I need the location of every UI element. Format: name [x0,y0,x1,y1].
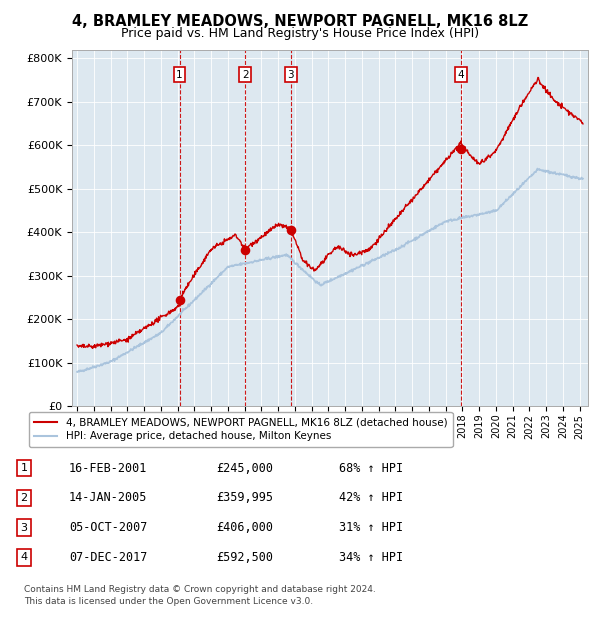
Text: 2: 2 [20,493,28,503]
Text: £359,995: £359,995 [216,492,273,504]
Legend: 4, BRAMLEY MEADOWS, NEWPORT PAGNELL, MK16 8LZ (detached house), HPI: Average pri: 4, BRAMLEY MEADOWS, NEWPORT PAGNELL, MK1… [29,412,452,446]
Point [175,294,184,304]
Text: 2: 2 [242,69,248,79]
Text: 16-FEB-2001: 16-FEB-2001 [69,462,148,474]
Text: This data is licensed under the Open Government Licence v3.0.: This data is licensed under the Open Gov… [24,597,313,606]
Text: 14-JAN-2005: 14-JAN-2005 [69,492,148,504]
Text: 07-DEC-2017: 07-DEC-2017 [69,551,148,564]
Text: £245,000: £245,000 [216,462,273,474]
Text: Price paid vs. HM Land Registry's House Price Index (HPI): Price paid vs. HM Land Registry's House … [121,27,479,40]
Text: 1: 1 [176,69,183,79]
Text: 1: 1 [20,463,28,473]
Text: 3: 3 [287,69,294,79]
Text: £592,500: £592,500 [216,551,273,564]
Point [286,224,296,234]
Text: 4, BRAMLEY MEADOWS, NEWPORT PAGNELL, MK16 8LZ: 4, BRAMLEY MEADOWS, NEWPORT PAGNELL, MK1… [72,14,528,29]
Text: 31% ↑ HPI: 31% ↑ HPI [339,521,403,534]
Text: 3: 3 [20,523,28,533]
Text: 05-OCT-2007: 05-OCT-2007 [69,521,148,534]
Point [241,245,250,255]
Text: Contains HM Land Registry data © Crown copyright and database right 2024.: Contains HM Land Registry data © Crown c… [24,585,376,594]
Text: 34% ↑ HPI: 34% ↑ HPI [339,551,403,564]
Point [457,144,466,154]
Text: 68% ↑ HPI: 68% ↑ HPI [339,462,403,474]
Text: 42% ↑ HPI: 42% ↑ HPI [339,492,403,504]
Text: 4: 4 [458,69,464,79]
Text: 4: 4 [20,552,28,562]
Text: £406,000: £406,000 [216,521,273,534]
